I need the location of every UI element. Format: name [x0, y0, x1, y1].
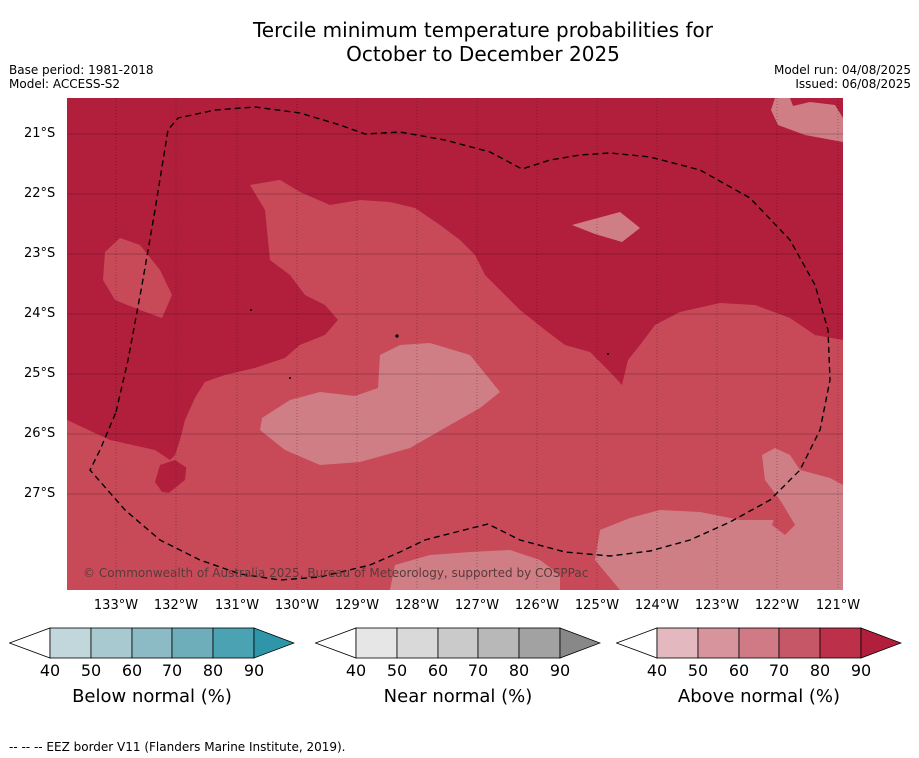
colorbar-title: Below normal (%) [72, 686, 232, 707]
lon-label: 128°W [394, 598, 440, 613]
colorbar-swatch [355, 627, 398, 659]
graticule-lat [67, 133, 843, 495]
title-line-1: Tercile minimum temperature probabilitie… [252, 18, 714, 42]
colorbar-swatch [656, 627, 699, 659]
map-title: Tercile minimum temperature probabilitie… [0, 18, 919, 66]
colorbar-tick: 60 [427, 661, 449, 680]
region-50-corner [771, 98, 843, 142]
colorbar-tick: 90 [850, 661, 872, 680]
colorbar-tick: 50 [386, 661, 408, 680]
run-info: Model run: 04/08/2025 Issued: 06/08/2025 [774, 63, 911, 91]
lon-label: 131°W [214, 598, 260, 613]
region-60-west [103, 238, 172, 318]
colorbar-swatch [437, 627, 479, 659]
map-field [67, 98, 843, 590]
colorbar-low-extension [9, 627, 51, 659]
colorbar-swatch [819, 627, 862, 659]
lon-label: 133°W [93, 598, 139, 613]
lon-label: 127°W [454, 598, 500, 613]
colorbar-swatch [778, 627, 821, 659]
lon-label: 121°W [815, 598, 861, 613]
colorbar-above-normal [616, 627, 902, 659]
lat-label: 27°S [24, 486, 56, 501]
colorbar-tick: 80 [508, 661, 530, 680]
colorbar-tick: 50 [80, 661, 102, 680]
lon-label: 132°W [153, 598, 199, 613]
region-50-center [260, 343, 500, 465]
colorbar-tick: 70 [768, 661, 790, 680]
colorbar-below-normal [9, 627, 295, 659]
colorbar-tick: 80 [202, 661, 224, 680]
colorbar-tick: 60 [728, 661, 750, 680]
colorbar-tick: 40 [646, 661, 668, 680]
colorbar-low-extension [616, 627, 658, 659]
title-line-2: October to December 2025 [346, 42, 620, 66]
region-50-islet [663, 556, 685, 585]
colorbar-title: Near normal (%) [383, 686, 533, 707]
colorbar-high-extension [559, 627, 601, 659]
colorbar-swatch [697, 627, 740, 659]
colorbar-low-extension [315, 627, 357, 659]
colorbar-swatch [131, 627, 173, 659]
colorbar-swatch [212, 627, 255, 659]
probability-map [67, 98, 843, 590]
colorbar-high-extension [253, 627, 295, 659]
colorbar-tick: 70 [467, 661, 489, 680]
colorbar-high-extension [860, 627, 902, 659]
colorbar-tick: 90 [243, 661, 265, 680]
lat-label: 23°S [24, 246, 56, 261]
colorbar-swatch [518, 627, 561, 659]
colorbar-swatch [171, 627, 214, 659]
region-50-south [390, 550, 560, 590]
colorbar-swatch [49, 627, 92, 659]
colorbar-tick: 50 [687, 661, 709, 680]
colorbar-swatch [477, 627, 520, 659]
colorbar-tick: 90 [549, 661, 571, 680]
lat-label: 24°S [24, 306, 56, 321]
lat-label: 26°S [24, 426, 56, 441]
islands [250, 309, 609, 379]
base-info: Base period: 1981-2018 Model: ACCESS-S2 [9, 63, 154, 91]
lon-label: 124°W [634, 598, 680, 613]
colorbar-tick: 40 [345, 661, 367, 680]
colorbar-swatch [90, 627, 133, 659]
lon-label: 123°W [694, 598, 740, 613]
lat-label: 21°S [24, 126, 56, 141]
colorbar-tick: 70 [161, 661, 183, 680]
graticule-lon [115, 98, 839, 590]
issued-date: Issued: 06/08/2025 [795, 77, 911, 91]
colorbar-tick: 60 [121, 661, 143, 680]
lat-label: 25°S [24, 366, 56, 381]
colorbar-title: Above normal (%) [677, 686, 841, 707]
lon-label: 130°W [274, 598, 320, 613]
colorbar-swatch [396, 627, 439, 659]
region-80-corner [790, 98, 843, 118]
lon-label: 125°W [574, 598, 620, 613]
colorbar-near-normal [315, 627, 601, 659]
lon-label: 122°W [754, 598, 800, 613]
colorbar-tick: 40 [39, 661, 61, 680]
eez-footnote: -- -- -- EEZ border V11 (Flanders Marine… [9, 740, 346, 754]
region-60-southeast [772, 500, 795, 535]
region-50-northeast [572, 212, 640, 242]
lat-label: 22°S [24, 186, 56, 201]
colorbar-tick: 80 [809, 661, 831, 680]
copyright-notice: © Commonwealth of Australia 2025, Bureau… [83, 566, 589, 580]
region-60-north [250, 180, 300, 220]
model-run: Model run: 04/08/2025 [773, 63, 911, 77]
lon-label: 129°W [334, 598, 380, 613]
lon-label: 126°W [514, 598, 560, 613]
colorbar-swatch [738, 627, 780, 659]
eez-border [89, 106, 831, 581]
base-period: Base period: 1981-2018 [9, 63, 154, 77]
region-80-north [67, 98, 843, 460]
region-50-southeast [595, 448, 843, 590]
model-name: Model: ACCESS-S2 [9, 77, 121, 91]
